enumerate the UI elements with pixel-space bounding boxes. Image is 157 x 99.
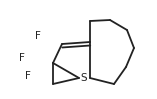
Text: F: F [35, 31, 41, 41]
Text: F: F [25, 71, 31, 81]
Text: S: S [81, 73, 87, 83]
Text: F: F [19, 53, 25, 63]
